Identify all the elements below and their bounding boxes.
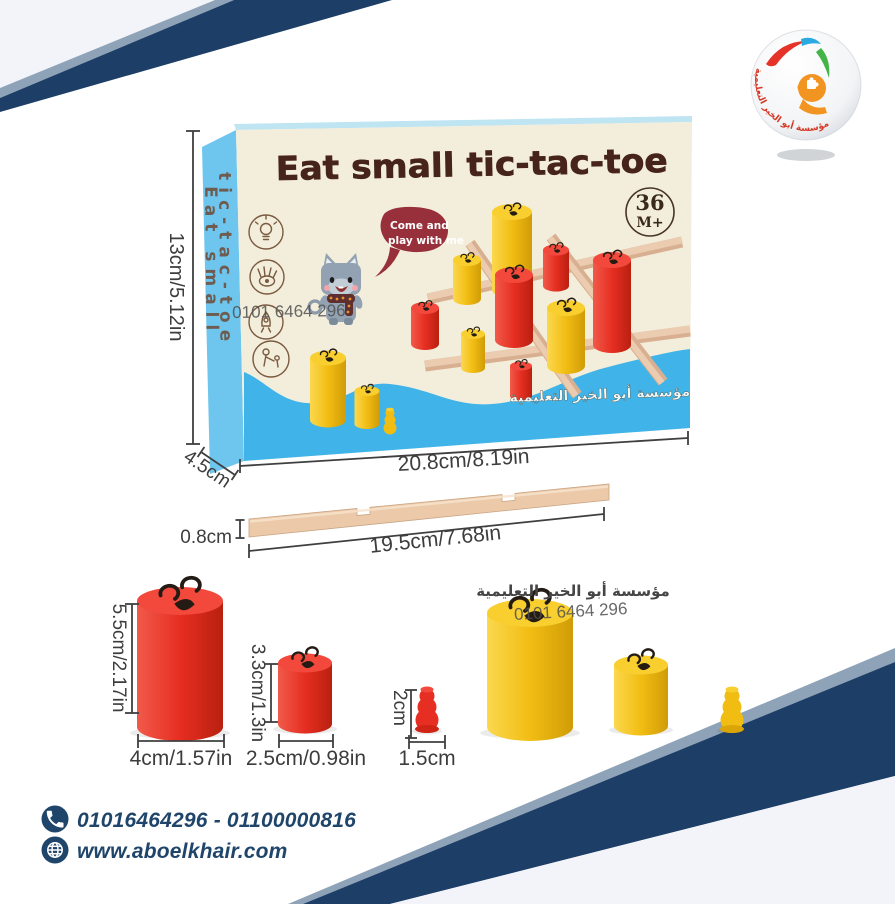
svg-text:tic-tac-toe: tic-tac-toe xyxy=(214,172,236,348)
svg-text:3.3cm/1.3in: 3.3cm/1.3in xyxy=(247,644,268,742)
speech-bubble: Come and play with me xyxy=(375,206,464,277)
svg-text:مؤسسة أبو الخير التعليمية: مؤسسة أبو الخير التعليمية xyxy=(476,581,670,600)
red-piece-small-3 xyxy=(510,358,532,401)
website-url: www.aboelkhair.com xyxy=(77,840,288,863)
wooden-stick xyxy=(248,483,610,538)
svg-text:13cm/5.12in: 13cm/5.12in xyxy=(165,233,187,342)
dimension-pawn-height: 2cm xyxy=(389,689,417,739)
logo-puzzle-icon xyxy=(807,77,819,89)
size-chart xyxy=(130,574,747,741)
yellow-cylinder-large xyxy=(487,586,573,741)
rocket-icon xyxy=(248,304,284,340)
red-cylinder-large xyxy=(137,574,223,741)
svg-text:1.5cm: 1.5cm xyxy=(398,747,455,770)
cat-mascot xyxy=(307,253,363,325)
svg-text:4cm/1.57in: 4cm/1.57in xyxy=(130,747,233,770)
product-box: Eat small tic-tac-toe Eat small tic-tac-… xyxy=(200,116,692,474)
dimension-medium-cylinder-diameter: 2.5cm/0.98in xyxy=(246,734,366,770)
logo-red-swoosh xyxy=(766,41,807,67)
logo-shadow xyxy=(777,149,835,161)
yellow-pawn-small xyxy=(720,686,744,733)
idea-icon xyxy=(248,214,284,250)
age-badge: 36 M+ xyxy=(625,187,675,237)
red-piece-small-1 xyxy=(543,242,569,292)
box-title: Eat small tic-tac-toe xyxy=(275,141,668,188)
dimension-large-cylinder-height: 5.5cm/2.17in xyxy=(108,603,139,714)
yellow-trio-on-wave xyxy=(310,348,397,435)
box-side-title: Eat small tic-tac-toe xyxy=(200,172,236,348)
watermark: مؤسسة أبو الخير التعليمية 0101 6464 296 xyxy=(476,581,670,624)
svg-text:Eat small: Eat small xyxy=(200,186,221,337)
svg-text:5.5cm/2.17in: 5.5cm/2.17in xyxy=(108,604,129,713)
dimension-box-height: 13cm/5.12in xyxy=(165,130,200,445)
red-piece-large-2 xyxy=(495,264,533,348)
contact-website-row: www.aboelkhair.com xyxy=(41,836,288,864)
yellow-piece-large-1 xyxy=(547,297,585,374)
box-side-panel xyxy=(202,130,244,474)
feature-icons xyxy=(248,214,290,378)
corner-decoration-top-left xyxy=(0,0,392,112)
svg-text:2cm: 2cm xyxy=(389,690,410,726)
hand-eye-icon xyxy=(249,259,285,295)
red-pawn-small xyxy=(415,686,439,733)
brand-logo: مؤسسة أبو الخير التعليمية xyxy=(750,29,862,161)
logo-green-swoosh xyxy=(816,48,830,78)
corner-decoration-bottom-right xyxy=(288,648,895,904)
phone-icon xyxy=(41,805,69,833)
red-piece-small-2 xyxy=(411,300,439,350)
svg-text:36: 36 xyxy=(635,190,664,215)
yellow-piece-small-1 xyxy=(461,326,485,373)
parent-child-icon xyxy=(252,340,290,378)
yellow-cylinder-medium xyxy=(614,647,668,736)
red-piece-large-1 xyxy=(593,249,631,353)
svg-text:play with me: play with me xyxy=(388,235,464,247)
yellow-piece-medium-1 xyxy=(453,252,481,305)
box-top-edge xyxy=(234,116,692,130)
dimension-stick-thickness: 0.8cm xyxy=(180,519,245,548)
contact-phone-row: 01016464296 - 01100000816 xyxy=(41,805,356,833)
phone-icon-glyph xyxy=(46,810,64,828)
logo-blue-swoosh xyxy=(801,37,821,46)
svg-text:M+: M+ xyxy=(636,215,663,231)
svg-text:0.8cm: 0.8cm xyxy=(180,527,232,548)
game-pieces-on-board xyxy=(411,202,631,401)
box-wave xyxy=(244,349,690,461)
globe-icon-glyph xyxy=(47,842,63,858)
red-cylinder-medium xyxy=(278,645,332,734)
svg-text:20.8cm/8.19in: 20.8cm/8.19in xyxy=(397,445,530,476)
dimension-large-cylinder-diameter: 4cm/1.57in xyxy=(130,734,233,770)
phone-numbers: 01016464296 - 01100000816 xyxy=(77,809,356,832)
svg-text:19.5cm/7.68in: 19.5cm/7.68in xyxy=(369,521,503,558)
svg-text:2.5cm/0.98in: 2.5cm/0.98in xyxy=(246,747,366,770)
box-watermark-number: 0101 6464 296 xyxy=(232,301,346,322)
dimension-pawn-diameter: 1.5cm xyxy=(398,735,456,770)
dimension-medium-cylinder-height: 3.3cm/1.3in xyxy=(247,644,278,742)
svg-text:Come and: Come and xyxy=(390,220,449,232)
